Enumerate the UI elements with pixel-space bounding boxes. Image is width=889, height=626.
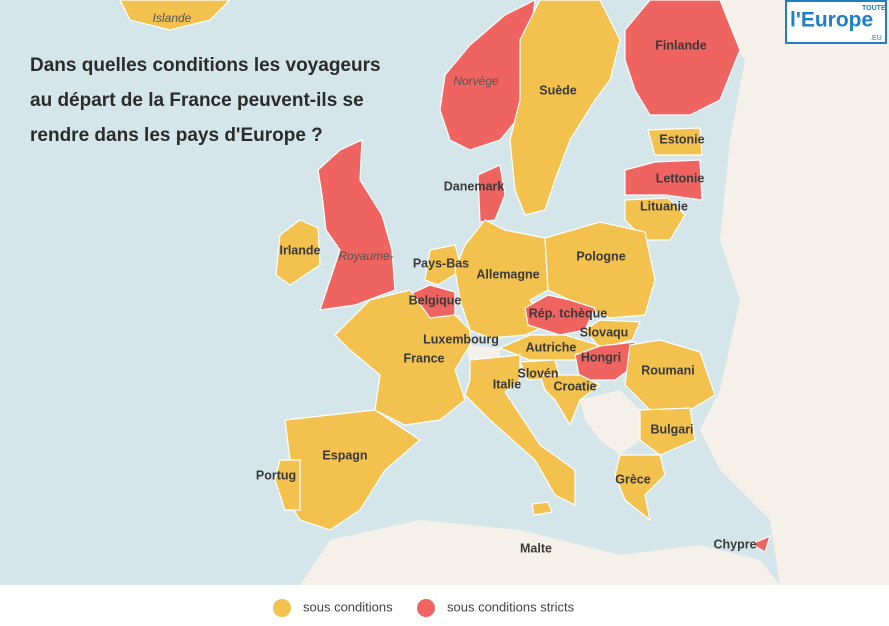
country-label: Autriche <box>526 340 577 354</box>
country-shape <box>317 139 396 311</box>
title-line: Dans quelles conditions les voyageurs <box>30 55 381 76</box>
legend-area <box>0 585 889 626</box>
logo-main: l'Europe <box>790 9 873 32</box>
country-shape <box>624 159 703 201</box>
country-shape <box>639 407 696 456</box>
country-shape <box>750 534 771 553</box>
country-shape <box>614 454 666 522</box>
country-shape <box>464 354 576 506</box>
other-land <box>300 0 889 585</box>
country-label: France <box>404 351 445 365</box>
country-label: Royaume- <box>338 249 393 263</box>
legend-label: sous conditions stricts <box>447 599 575 614</box>
country-label: Hongri <box>581 350 621 364</box>
country-label: Italie <box>493 377 522 391</box>
country-shape <box>119 0 231 31</box>
country-label: Bulgari <box>650 422 693 436</box>
country-label: Malte <box>520 541 552 555</box>
country-label: Estonie <box>659 132 704 146</box>
logo: TOUTE l'Europe .EU <box>785 0 887 44</box>
country-label: Finlande <box>655 38 706 52</box>
country-label: Croatie <box>553 379 596 393</box>
country-label: Irlande <box>280 243 321 257</box>
legend-swatch <box>417 599 435 617</box>
country-shape <box>524 294 596 336</box>
country-label: Islande <box>153 11 192 25</box>
country-label: Espagn <box>322 448 367 462</box>
country-shape <box>624 197 686 241</box>
logo-suffix: .EU <box>870 35 882 42</box>
country-shape <box>477 164 506 223</box>
country-shape <box>424 244 463 286</box>
country-label: Luxembourg <box>423 332 499 346</box>
country-label: Belgique <box>409 293 462 307</box>
country-label: Slovén <box>518 366 559 380</box>
country-shape <box>509 0 621 216</box>
logo-box <box>785 0 887 44</box>
country-label: Portug <box>256 468 296 482</box>
country-label: Danemark <box>444 179 504 193</box>
country-label: Pologne <box>576 249 625 263</box>
country-label: Rép. tchèque <box>529 306 608 320</box>
country-shape <box>498 334 600 361</box>
country-label: Grèce <box>615 472 650 486</box>
country-shape <box>624 0 741 116</box>
country-label: Roumani <box>641 363 694 377</box>
country-label: Lituanie <box>640 199 688 213</box>
country-label: Norvège <box>453 74 499 88</box>
country-shape <box>274 459 301 511</box>
country-shape <box>275 219 321 286</box>
country-shape <box>624 339 716 411</box>
country-label: Pays-Bas <box>413 256 469 270</box>
legend-label: sous conditions <box>303 599 393 614</box>
logo-top: TOUTE <box>862 5 886 12</box>
country-shape <box>544 221 656 319</box>
country-label: Suède <box>539 83 577 97</box>
country-label: Allemagne <box>476 267 539 281</box>
country-label: Slovaqu <box>580 325 629 339</box>
country-shape <box>539 374 602 427</box>
countries <box>119 0 771 553</box>
country-shape <box>647 127 703 156</box>
country-label: Lettonie <box>656 171 705 185</box>
country-label: Chypre <box>713 537 756 551</box>
title-line: au départ de la France peuvent-ils se <box>30 90 364 111</box>
legend-swatch <box>273 599 291 617</box>
title-line: rendre dans les pays d'Europe ? <box>30 125 323 146</box>
country-shape <box>531 501 553 516</box>
country-shape <box>334 289 471 426</box>
